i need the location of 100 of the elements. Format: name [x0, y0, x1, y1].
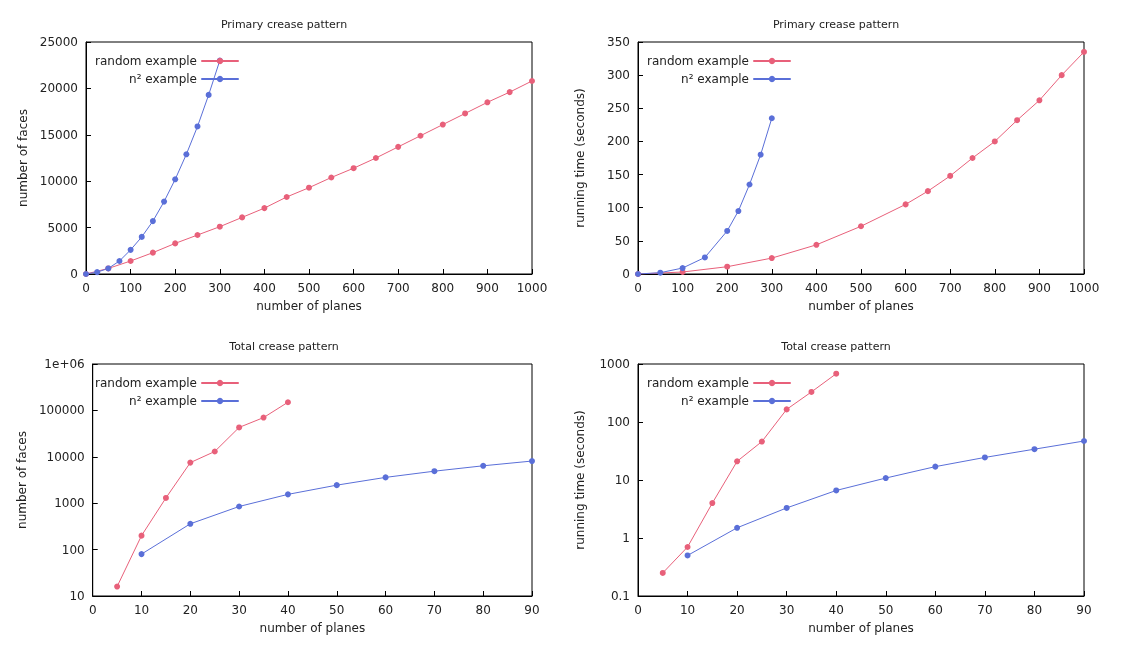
point [417, 132, 424, 139]
point [94, 269, 101, 276]
x-tick-label: 0 [88, 603, 97, 617]
y-tick-label: 0 [70, 267, 78, 281]
point [138, 233, 145, 240]
legend-label: n² example [681, 394, 750, 408]
y-tick-label: 200 [607, 134, 630, 149]
x-tick-label: 60 [377, 603, 394, 617]
x-tick-label: 70 [426, 603, 443, 617]
point [183, 151, 190, 158]
y-tick-label: 10 [69, 589, 85, 603]
x-tick-label: 400 [252, 281, 276, 295]
y-tick-label: 250 [607, 101, 630, 116]
point [757, 151, 764, 158]
y-tick-label: 100 [607, 200, 630, 215]
point [116, 258, 123, 265]
point [882, 475, 889, 482]
point [261, 205, 268, 212]
point [657, 269, 664, 276]
x-tick-label: 500 [297, 281, 321, 295]
x-tick-label: 70 [977, 603, 993, 617]
point [283, 193, 290, 200]
x-tick-label: 0 [634, 603, 642, 617]
y-tick-label: 5000 [47, 220, 78, 235]
x-tick-label: 20 [729, 603, 745, 617]
x-tick-label: 300 [760, 281, 784, 295]
y-tick-label: 15000 [39, 127, 78, 142]
y-tick-label: 0.1 [610, 589, 630, 603]
y-tick-label: 1e+06 [44, 357, 85, 371]
y-tick-label: 300 [607, 68, 630, 83]
point [1014, 117, 1021, 124]
x-tick-label: 1000 [516, 281, 548, 295]
y-tick-label: 20000 [39, 81, 78, 96]
point [306, 184, 312, 191]
x-axis-title: number of planes [808, 299, 914, 313]
x-tick-label: 700 [386, 281, 410, 295]
y-tick-label: 0 [622, 267, 630, 281]
x-axis-title: number of planes [808, 621, 914, 635]
point [529, 458, 535, 465]
point [161, 198, 168, 205]
point [735, 208, 742, 215]
y-tick-label: 50 [614, 233, 630, 248]
point [484, 99, 491, 106]
point [138, 551, 145, 558]
x-tick-label: 600 [894, 281, 918, 295]
point [768, 115, 775, 122]
x-tick-label: 800 [431, 281, 455, 295]
point [758, 438, 765, 445]
x-tick-label: 900 [1027, 281, 1051, 295]
point [858, 223, 864, 230]
x-tick-label: 100 [671, 281, 695, 295]
point [833, 487, 840, 494]
point [194, 123, 201, 130]
point [372, 155, 379, 161]
point [709, 500, 716, 507]
point [783, 406, 790, 413]
x-axis-title: number of planes [256, 299, 362, 313]
y-axis-title: number of faces [15, 431, 29, 529]
point [1081, 48, 1087, 55]
point [236, 503, 243, 510]
point [284, 399, 291, 406]
point [431, 468, 438, 475]
point [114, 583, 121, 590]
point [162, 494, 169, 501]
point [187, 520, 194, 527]
point [734, 524, 741, 531]
x-tick-label: 80 [1026, 603, 1043, 617]
point [701, 254, 708, 261]
point [659, 569, 666, 576]
legend-label: n² example [129, 72, 198, 86]
point [205, 91, 212, 98]
x-tick-label: 40 [280, 603, 296, 617]
x-tick-label: 40 [828, 603, 844, 617]
legend-label: n² example [681, 72, 750, 86]
y-tick-label: 1000 [599, 357, 630, 371]
x-tick-label: 0 [634, 281, 642, 295]
y-axis-title: number of faces [15, 109, 30, 207]
legend-label: random example [646, 54, 750, 68]
point [239, 214, 246, 221]
x-tick-label: 700 [938, 281, 962, 295]
y-tick-label: 10000 [46, 449, 85, 464]
point [902, 201, 909, 208]
x-tick-label: 10 [133, 603, 150, 617]
y-axis-title: running time (seconds) [573, 410, 587, 550]
point [1058, 72, 1065, 79]
point [981, 454, 988, 461]
y-tick-label: 1 [622, 531, 630, 545]
y-tick-label: 10 [614, 473, 630, 487]
x-tick-label: 200 [163, 281, 187, 295]
point [382, 474, 389, 481]
legend-label: random example [94, 54, 198, 68]
point [684, 543, 691, 550]
y-tick-label: 100 [61, 542, 85, 557]
point [350, 165, 357, 172]
point [1036, 97, 1043, 104]
legend-label: n² example [129, 394, 198, 408]
point [746, 181, 753, 188]
point [216, 223, 223, 230]
x-tick-label: 60 [927, 603, 943, 617]
y-axis-title: running time (seconds) [573, 88, 587, 228]
